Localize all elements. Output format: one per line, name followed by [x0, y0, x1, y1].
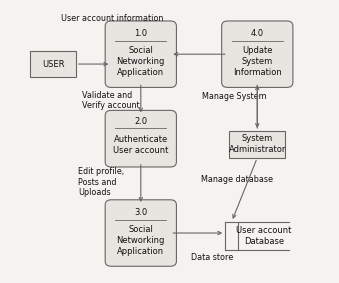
FancyBboxPatch shape [105, 200, 176, 266]
Text: System
Administrator: System Administrator [228, 134, 286, 154]
Text: Authenticate
User account: Authenticate User account [113, 135, 168, 155]
FancyBboxPatch shape [105, 21, 176, 87]
Text: USER: USER [42, 59, 64, 68]
Text: Data store: Data store [192, 253, 234, 262]
Text: Manage System: Manage System [202, 92, 266, 101]
Bar [230, 131, 285, 158]
Text: 2.0: 2.0 [134, 117, 147, 126]
Text: 3.0: 3.0 [134, 208, 147, 217]
Text: User account information: User account information [61, 14, 163, 23]
Text: Edit profile,
Posts and
Uploads: Edit profile, Posts and Uploads [78, 168, 124, 197]
Text: User account
Database: User account Database [236, 226, 292, 246]
Text: Social
Networking
Application: Social Networking Application [117, 225, 165, 256]
Text: Validate and
Verify account: Validate and Verify account [82, 91, 139, 110]
Bar [30, 51, 76, 78]
Text: Manage database: Manage database [201, 175, 273, 184]
Text: Update
System
Information: Update System Information [233, 46, 282, 78]
Text: Social
Networking
Application: Social Networking Application [117, 46, 165, 78]
Text: 4.0: 4.0 [251, 29, 264, 38]
FancyBboxPatch shape [222, 21, 293, 87]
FancyBboxPatch shape [105, 110, 176, 167]
Text: 1.0: 1.0 [134, 29, 147, 38]
